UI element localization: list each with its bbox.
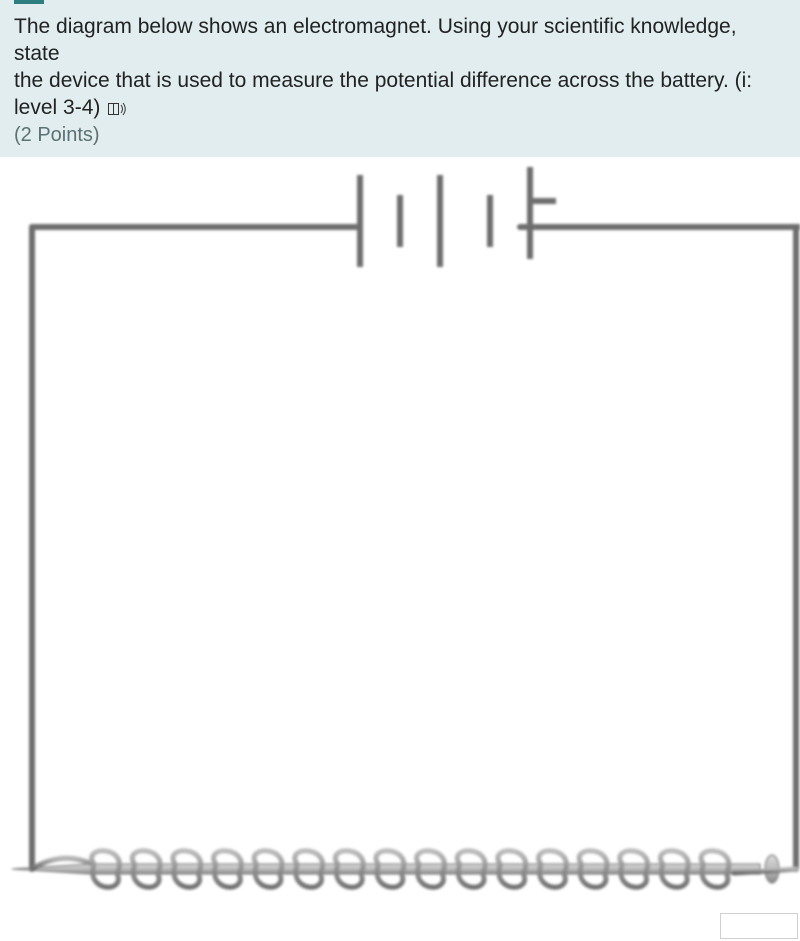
circuit-svg	[0, 157, 800, 917]
question-text: The diagram below shows an electromagnet…	[14, 8, 786, 122]
points-label: (2 Points)	[14, 124, 786, 147]
question-number-marker	[14, 0, 44, 4]
answer-input[interactable]	[720, 913, 798, 939]
page-root: The diagram below shows an electromagnet…	[0, 0, 800, 941]
electromagnet-diagram	[0, 157, 800, 933]
immersive-reader-icon[interactable]	[108, 97, 126, 111]
question-line-3: level 3-4)	[14, 96, 100, 119]
question-line-1: The diagram below shows an electromagnet…	[14, 15, 737, 65]
circuit-wires	[32, 227, 800, 869]
question-line-2: the device that is used to measure the p…	[14, 69, 752, 92]
battery-symbol	[340, 167, 556, 267]
question-header: The diagram below shows an electromagnet…	[0, 0, 800, 157]
